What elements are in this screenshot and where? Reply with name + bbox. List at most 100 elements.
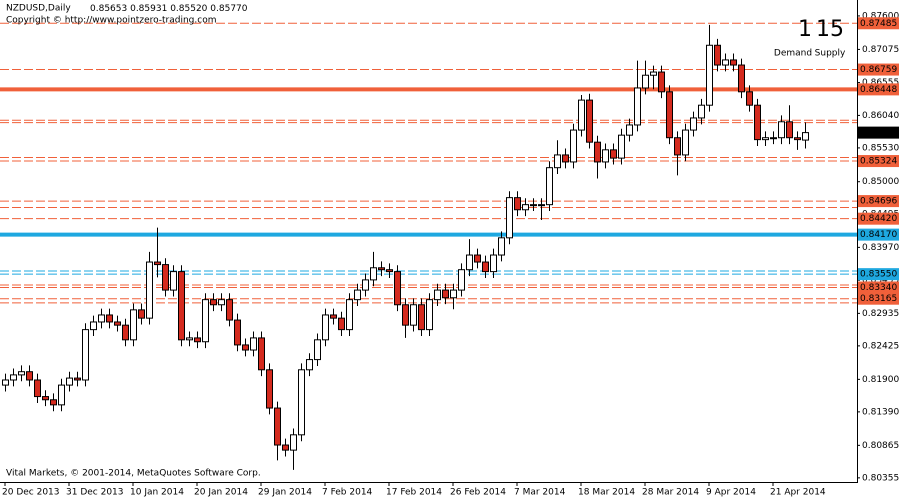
candle-body: [210, 299, 217, 306]
y-tick-label: 0.87600: [862, 11, 899, 21]
candle-body: [130, 309, 137, 341]
candle-body: [226, 299, 233, 321]
level-label: 0.86448: [860, 85, 897, 95]
level-label: 0.84696: [860, 197, 897, 207]
plot-area: [0, 22, 857, 470]
ohlc-value: 0.85653: [90, 4, 127, 14]
candle-body: [330, 314, 337, 319]
candle-body: [274, 407, 281, 446]
candle-body: [482, 261, 489, 273]
candle-body: [26, 371, 33, 381]
candle-body: [642, 74, 649, 89]
candle-body: [90, 321, 97, 331]
candle-body: [50, 399, 57, 406]
ohlc-value: 0.85770: [210, 4, 247, 14]
candle-body: [538, 204, 545, 207]
candle-body: [802, 132, 809, 141]
x-tick-label: 17 Feb 2014: [386, 488, 442, 498]
candle-body: [562, 154, 569, 163]
ohlc-value: 0.85520: [170, 4, 207, 14]
candle-body: [186, 337, 193, 341]
candle-body: [490, 254, 497, 273]
y-tick-label: 0.86555: [862, 78, 899, 88]
candle-body: [250, 337, 257, 351]
candle-body: [354, 289, 361, 301]
candle-body: [674, 137, 681, 156]
candle-body: [770, 137, 777, 140]
candle-body: [306, 359, 313, 371]
level-label-box: [858, 17, 899, 30]
level-label-box: [858, 155, 899, 168]
candle-body: [18, 371, 25, 376]
candle-body: [426, 299, 433, 331]
ohlc: 0.85653 0.85931 0.85520 0.85770: [90, 4, 248, 14]
candle-body: [114, 321, 121, 326]
level-label: 0.83340: [860, 283, 897, 293]
candle-body: [234, 319, 241, 346]
level-label-box: [858, 268, 899, 281]
candle-body: [634, 87, 641, 126]
candle-body: [194, 337, 201, 343]
candle-body: [338, 317, 345, 331]
level-label: 0.84420: [860, 214, 897, 224]
candle-body: [658, 71, 665, 93]
candle-body: [178, 271, 185, 341]
candle-body: [386, 269, 393, 273]
candle-body: [122, 324, 129, 341]
y-tick-label: 0.85000: [862, 177, 899, 187]
candle-body: [570, 129, 577, 163]
candle-body: [730, 59, 737, 66]
candle-body: [778, 121, 785, 139]
level-label: 0.84170: [860, 230, 897, 240]
candle-body: [626, 124, 633, 136]
level-label: 0.83165: [860, 294, 897, 304]
candle-body: [410, 304, 417, 326]
candle-body: [714, 44, 721, 66]
candle-body: [442, 289, 449, 299]
candle-body: [690, 117, 697, 131]
level-label-box: [858, 212, 899, 225]
candle-body: [42, 396, 49, 401]
level-label-box: [858, 228, 899, 241]
candle-body: [746, 91, 753, 106]
candle-body: [290, 434, 297, 451]
current-price-box: [858, 126, 899, 139]
demand-count: 1: [798, 17, 812, 42]
y-tick-label: 0.82425: [862, 341, 899, 351]
candle-body: [682, 129, 689, 156]
candle-body: [466, 254, 473, 271]
x-tick-label: 26 Feb 2014: [450, 488, 506, 498]
candle-body: [498, 237, 505, 256]
candle-body: [602, 149, 609, 163]
level-label: 0.87485: [860, 19, 897, 29]
candle-body: [738, 64, 745, 93]
candle-body: [650, 71, 657, 76]
y-tick-label: 0.80355: [862, 473, 899, 483]
candle-body: [322, 314, 329, 341]
x-tick-label: 20 Jan 2014: [194, 488, 248, 498]
candle-body: [298, 369, 305, 436]
candle-body: [146, 261, 153, 319]
x-tick-label: 21 Apr 2014: [770, 488, 826, 498]
x-tick-label: 31 Dec 2013: [66, 488, 124, 498]
candle-body: [2, 379, 9, 386]
level-label-box: [858, 83, 899, 96]
supply-count: 15: [816, 17, 844, 42]
candle-body: [666, 91, 673, 139]
candle-body: [554, 154, 561, 169]
x-tick-label: 7 Mar 2014: [514, 488, 566, 498]
candle-body: [370, 267, 377, 281]
candle-body: [522, 204, 529, 211]
candle-body: [282, 444, 289, 451]
candle-body: [698, 104, 705, 119]
level-label-box: [858, 195, 899, 208]
candle-body: [706, 44, 713, 106]
level-label: 0.85324: [860, 157, 897, 167]
candle-body: [402, 304, 409, 326]
candle-body: [258, 337, 265, 371]
candle-body: [34, 379, 41, 398]
candle-body: [434, 289, 441, 301]
candle-body: [266, 369, 273, 409]
